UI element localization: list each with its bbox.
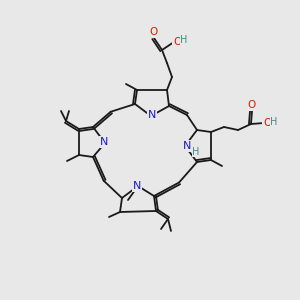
Text: O: O [149,27,157,37]
Text: O: O [263,118,271,128]
Text: N: N [183,141,191,151]
Text: O: O [173,37,181,47]
Text: N: N [148,110,156,120]
Text: H: H [270,117,278,127]
Text: O: O [247,100,255,110]
Text: H: H [192,147,200,157]
Text: N: N [133,181,141,191]
Text: N: N [100,137,108,147]
Text: H: H [180,35,188,45]
